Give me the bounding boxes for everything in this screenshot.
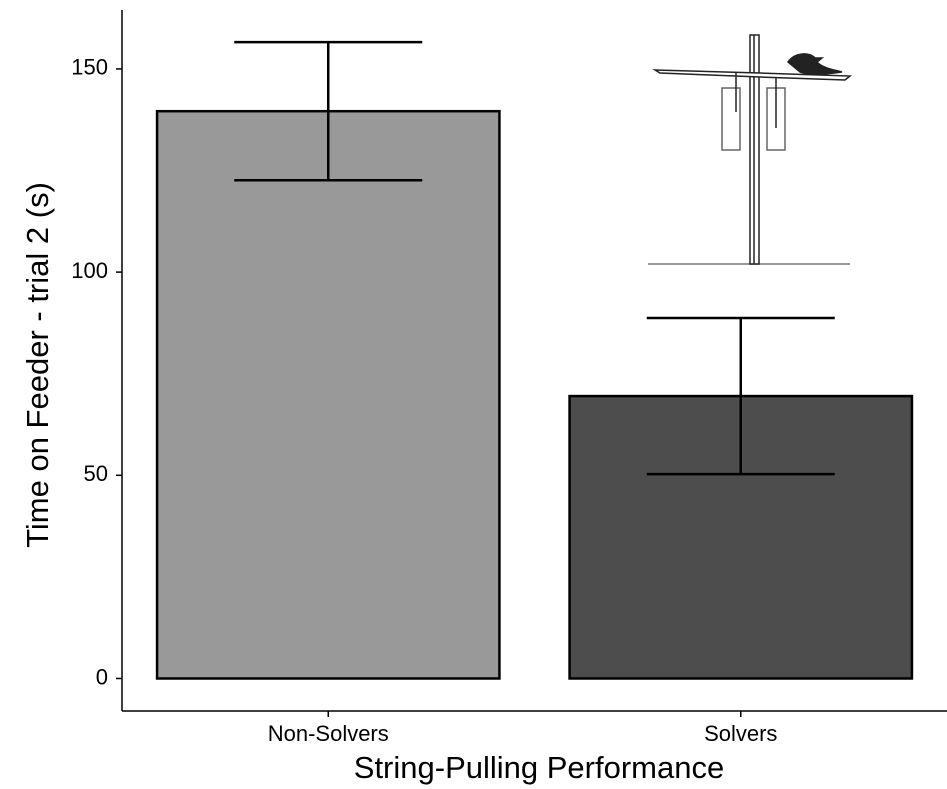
x-axis-title: String-Pulling Performance xyxy=(354,750,724,785)
error-bar xyxy=(646,316,835,476)
x-tick-label: Non-Solvers xyxy=(268,721,389,746)
y-tick-label: 50 xyxy=(84,461,108,486)
bar xyxy=(155,109,501,680)
error-bar xyxy=(234,40,423,182)
y-tick-label: 0 xyxy=(96,664,108,689)
y-tick-label: 150 xyxy=(71,55,108,80)
x-tick-label: Solvers xyxy=(704,721,777,746)
feeder-illustration xyxy=(648,34,853,265)
y-tick-label: 100 xyxy=(71,258,108,283)
y-axis-title: Time on Feeder - trial 2 (s) xyxy=(20,182,55,548)
